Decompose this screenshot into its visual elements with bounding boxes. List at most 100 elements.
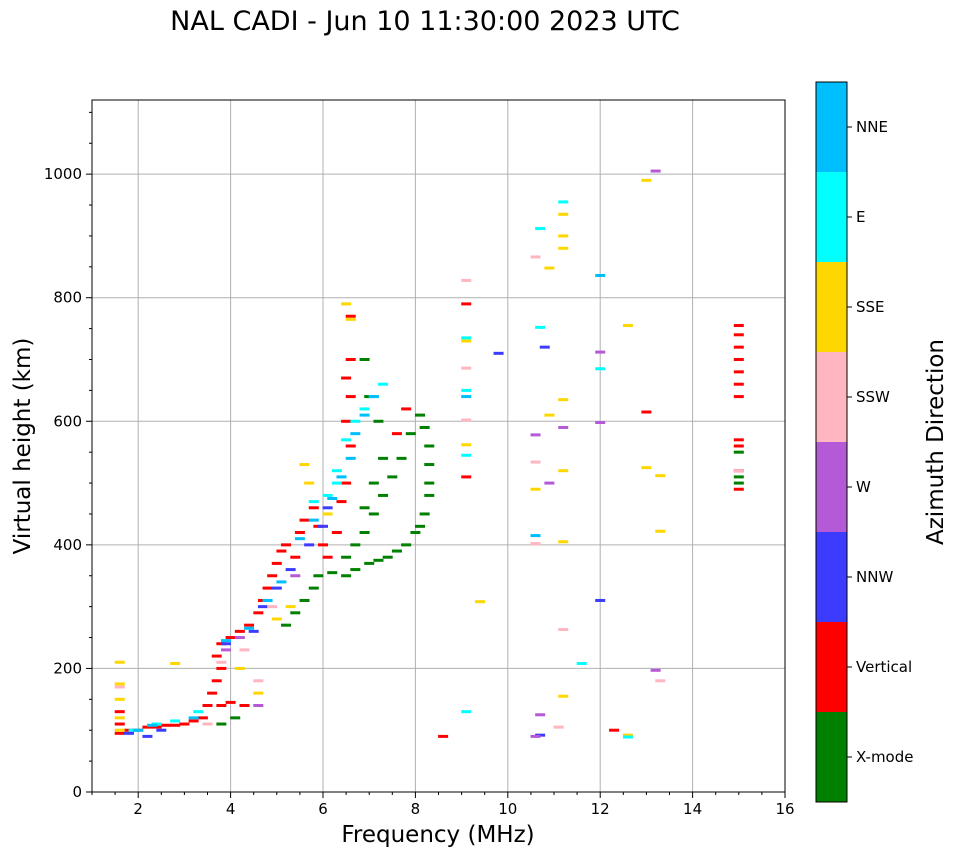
point-x-mode bbox=[378, 456, 389, 460]
point-ssw bbox=[655, 679, 666, 683]
point-nnw bbox=[304, 543, 315, 547]
point-w bbox=[290, 574, 301, 578]
point-x-mode bbox=[419, 512, 430, 516]
point-vertical bbox=[308, 506, 319, 510]
point-vertical bbox=[336, 500, 347, 504]
point-sse bbox=[170, 661, 181, 665]
point-nnw bbox=[285, 568, 296, 572]
point-vertical bbox=[299, 518, 310, 522]
point-x-mode bbox=[299, 598, 310, 602]
point-vertical bbox=[322, 555, 333, 559]
point-w bbox=[234, 636, 245, 640]
point-x-mode bbox=[415, 524, 426, 528]
x-tick-label: 12 bbox=[591, 800, 610, 818]
point-vertical bbox=[733, 382, 744, 386]
point-ssw bbox=[253, 679, 264, 683]
point-vertical bbox=[733, 358, 744, 361]
point-vertical bbox=[641, 410, 652, 414]
point-sse bbox=[114, 716, 125, 720]
point-x-mode bbox=[382, 555, 393, 559]
point-w bbox=[530, 734, 541, 738]
colorbar-tick-label: NNW bbox=[856, 568, 893, 586]
point-nne bbox=[308, 518, 319, 522]
point-w bbox=[535, 713, 546, 717]
point-w bbox=[595, 350, 606, 354]
point-x-mode bbox=[364, 561, 375, 565]
point-e bbox=[622, 735, 633, 739]
point-sse bbox=[114, 697, 125, 701]
point-x-mode bbox=[424, 463, 435, 467]
point-nnw bbox=[493, 351, 504, 355]
point-e bbox=[331, 469, 342, 473]
x-tick-label: 14 bbox=[683, 800, 702, 818]
point-e bbox=[193, 710, 204, 714]
point-sse bbox=[655, 529, 666, 533]
point-ssw bbox=[733, 469, 744, 473]
point-sse bbox=[622, 733, 633, 737]
colorbar-segment bbox=[816, 442, 847, 532]
point-sse bbox=[253, 691, 264, 695]
colorbar-segment bbox=[816, 82, 847, 172]
point-ssw bbox=[461, 366, 472, 370]
point-sse bbox=[322, 512, 333, 516]
point-nne bbox=[262, 598, 273, 602]
point-sse bbox=[114, 682, 125, 686]
colorbar-tick-label: SSW bbox=[856, 388, 890, 406]
point-vertical bbox=[211, 654, 222, 658]
point-x-mode bbox=[396, 456, 407, 460]
point-vertical bbox=[142, 725, 153, 729]
grid bbox=[92, 100, 786, 793]
point-x-mode bbox=[424, 444, 435, 448]
point-vertical bbox=[151, 725, 162, 729]
colorbar: X-mode Vertical NNW W SSW SSE E NNE bbox=[815, 81, 913, 803]
colorbar-segment bbox=[816, 712, 847, 802]
chart-title: NAL CADI - Jun 10 11:30:00 2023 UTC bbox=[170, 6, 680, 37]
point-vertical bbox=[345, 444, 356, 448]
point-x-mode bbox=[359, 531, 370, 534]
point-vertical bbox=[202, 704, 213, 707]
colorbar-tick-label: W bbox=[856, 478, 871, 496]
point-vertical bbox=[733, 395, 744, 399]
point-nne bbox=[147, 723, 158, 727]
point-x-mode bbox=[308, 586, 319, 590]
point-vertical bbox=[114, 731, 125, 735]
point-x-mode bbox=[424, 481, 435, 485]
point-vertical bbox=[239, 704, 250, 707]
point-vertical bbox=[290, 555, 301, 559]
point-nne bbox=[133, 728, 144, 732]
point-sse bbox=[622, 324, 633, 328]
point-nne bbox=[188, 716, 199, 720]
point-x-mode bbox=[373, 558, 384, 562]
point-vertical bbox=[733, 324, 744, 328]
point-w bbox=[558, 425, 569, 429]
point-e bbox=[558, 200, 569, 204]
point-e bbox=[331, 481, 342, 485]
point-x-mode bbox=[313, 574, 324, 578]
point-nnw bbox=[318, 524, 328, 528]
point-vertical bbox=[114, 722, 125, 726]
point-vertical bbox=[294, 531, 305, 534]
point-ssw bbox=[461, 278, 472, 282]
point-w bbox=[650, 169, 661, 173]
x-tick-label: 16 bbox=[775, 800, 794, 818]
point-nne bbox=[327, 497, 338, 501]
point-vertical bbox=[341, 419, 352, 423]
point-vertical bbox=[733, 444, 744, 448]
x-axis-label: Frequency (MHz) bbox=[341, 822, 534, 848]
point-sse bbox=[461, 339, 472, 343]
point-nnw bbox=[539, 345, 550, 349]
point-sse bbox=[544, 266, 555, 270]
point-nnw bbox=[248, 629, 259, 633]
point-x-mode bbox=[341, 574, 352, 578]
point-vertical bbox=[461, 475, 472, 479]
point-x-mode bbox=[216, 722, 227, 726]
point-sse bbox=[558, 540, 569, 544]
point-x-mode bbox=[368, 512, 379, 516]
point-x-mode bbox=[733, 481, 744, 485]
data-points bbox=[114, 169, 744, 739]
point-e bbox=[576, 661, 587, 665]
point-x-mode bbox=[401, 543, 412, 547]
point-vertical bbox=[733, 370, 744, 374]
point-sse bbox=[271, 617, 282, 621]
colorbar-segment bbox=[816, 622, 847, 712]
